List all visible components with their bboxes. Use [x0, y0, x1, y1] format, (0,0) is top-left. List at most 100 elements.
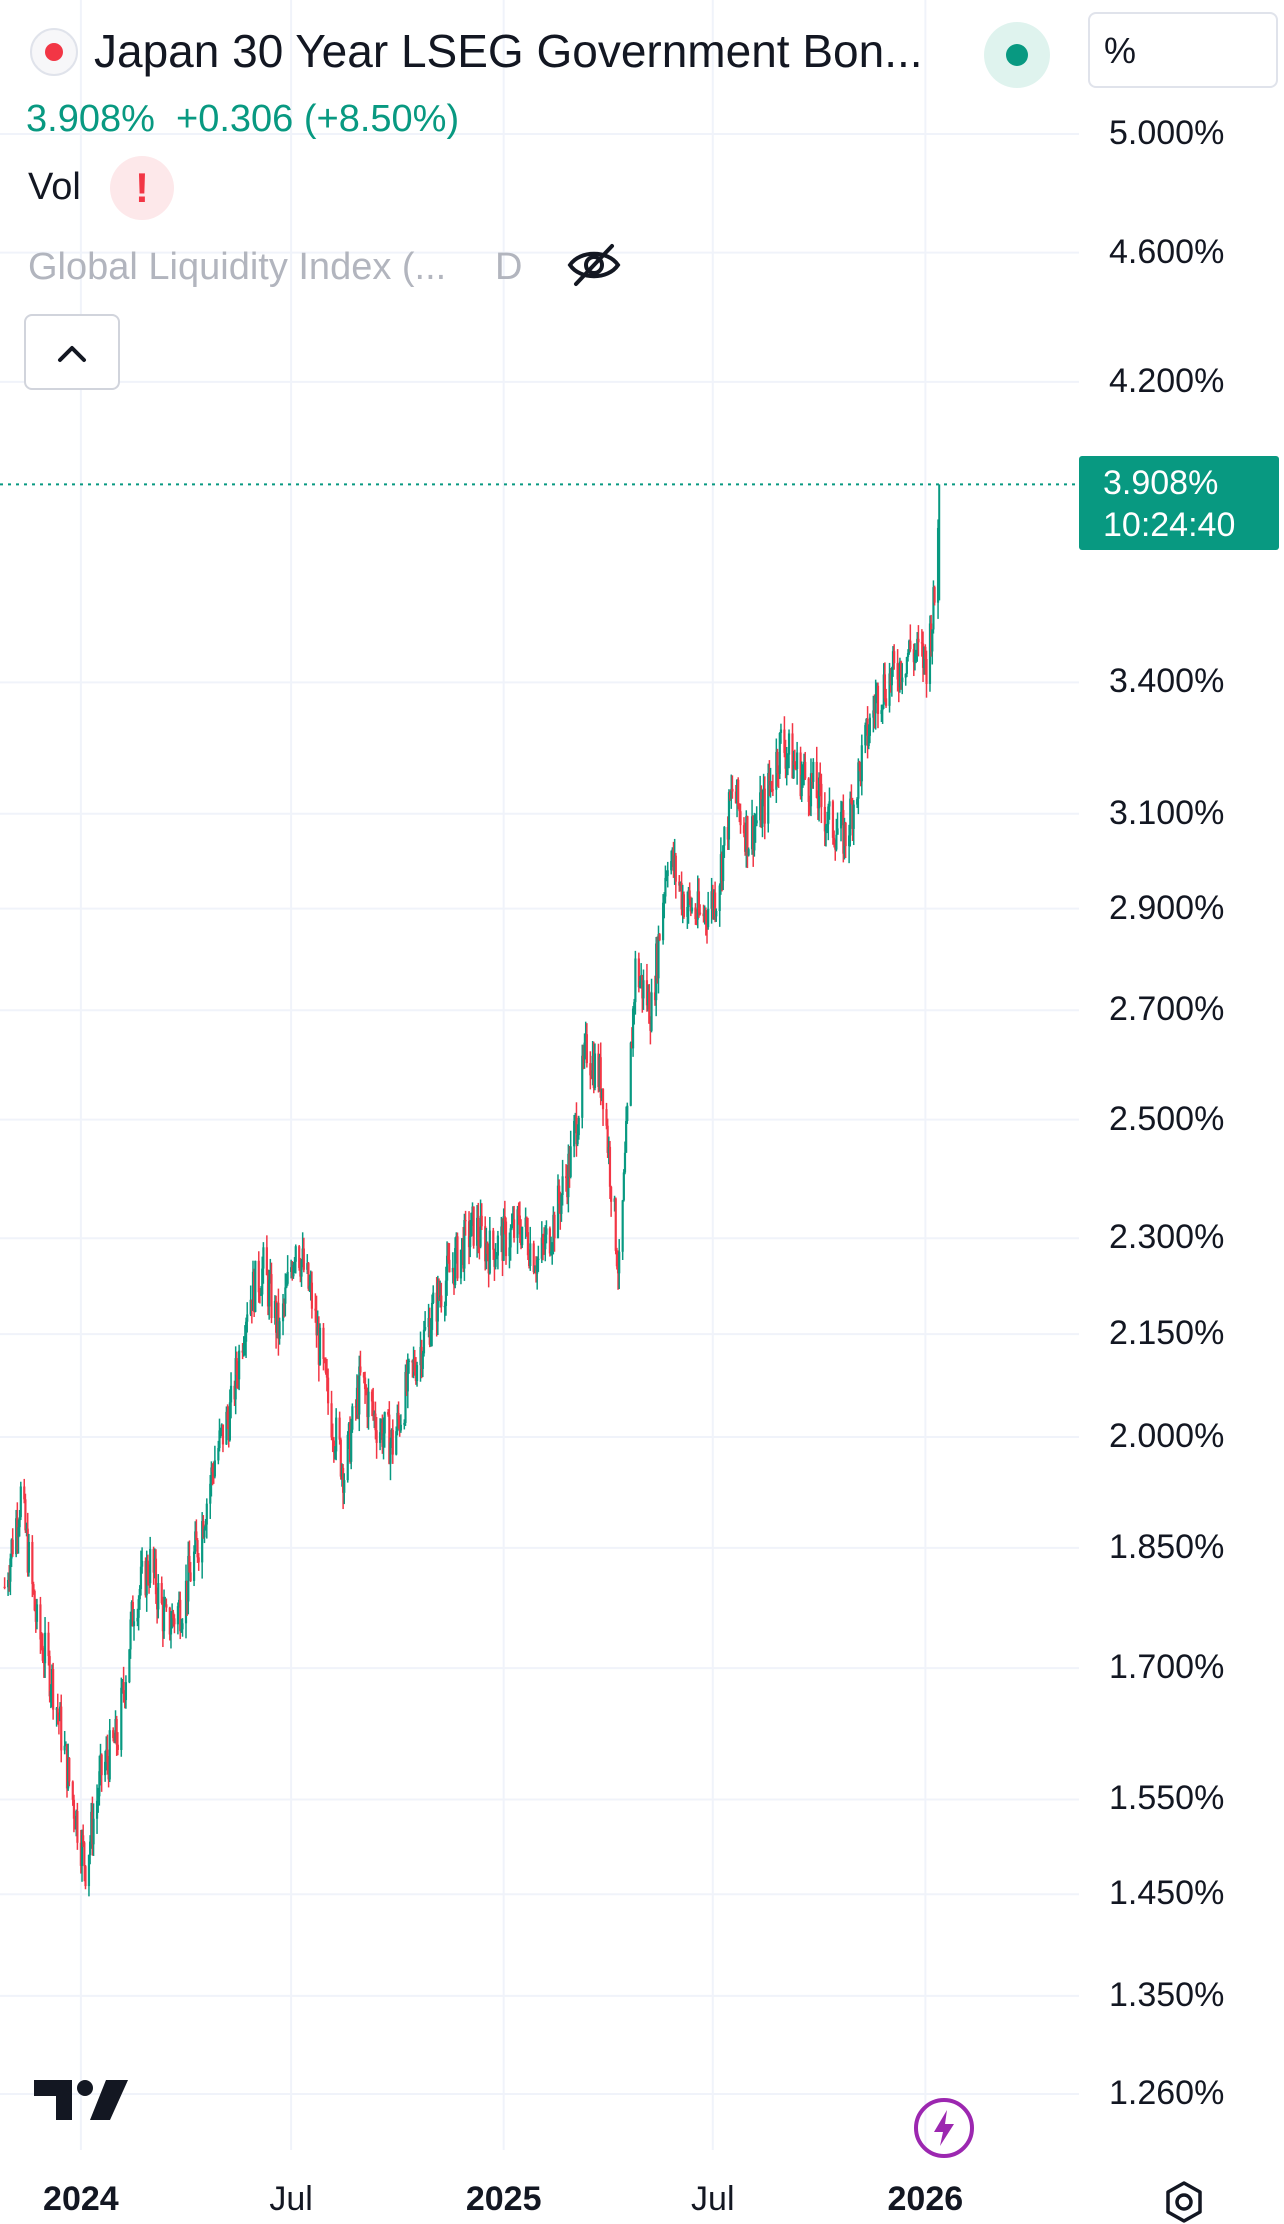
candle: [569, 1130, 572, 1179]
candle: [745, 810, 748, 868]
candle: [220, 1423, 223, 1437]
candle: [769, 767, 772, 798]
candle: [192, 1545, 196, 1587]
candle: [372, 1387, 375, 1421]
candle: [533, 1265, 536, 1274]
candle: [696, 875, 699, 929]
candle: [99, 1743, 102, 1786]
candle: [48, 1650, 51, 1703]
candle: [228, 1389, 231, 1442]
candle: [165, 1598, 168, 1612]
candle: [694, 903, 697, 925]
candle: [486, 1241, 489, 1262]
candle: [380, 1418, 383, 1440]
candle: [188, 1540, 191, 1573]
candle: [84, 1865, 87, 1890]
candle: [350, 1418, 353, 1470]
candle: [55, 1706, 58, 1727]
candle: [590, 1070, 593, 1080]
flash-icon[interactable]: [912, 2096, 976, 2160]
candle: [916, 632, 919, 662]
indicator-name[interactable]: Global Liquidity Index (...: [28, 246, 447, 288]
symbol-title[interactable]: Japan 30 Year LSEG Government Bon...: [94, 25, 923, 77]
candle: [889, 667, 892, 693]
x-tick-label: 2026: [887, 2180, 964, 2218]
candle: [333, 1446, 337, 1460]
candle: [201, 1512, 204, 1579]
candle: [762, 773, 765, 807]
candle: [476, 1205, 479, 1258]
candle: [540, 1221, 543, 1263]
candle: [18, 1510, 21, 1537]
candle: [880, 704, 883, 723]
candle: [681, 884, 684, 924]
candle: [705, 910, 709, 944]
candle: [610, 1185, 613, 1217]
candle: [718, 883, 721, 927]
candle: [424, 1311, 427, 1332]
candle: [56, 1693, 59, 1725]
candle: [258, 1287, 262, 1304]
candle: [235, 1351, 238, 1389]
live-status-icon[interactable]: [984, 22, 1050, 88]
market-status-icon[interactable]: [30, 28, 78, 76]
candle: [574, 1112, 577, 1134]
candle: [754, 813, 757, 843]
settings-icon[interactable]: [1162, 2180, 1206, 2224]
candle: [592, 1041, 595, 1094]
candle: [340, 1463, 344, 1487]
candle: [495, 1252, 498, 1260]
candle: [405, 1359, 408, 1397]
candle: [575, 1102, 578, 1157]
candle: [415, 1361, 419, 1387]
candle: [286, 1255, 289, 1286]
candle: [153, 1548, 156, 1579]
volume-indicator-label[interactable]: Vol: [28, 166, 81, 208]
candle: [225, 1406, 228, 1445]
candle: [768, 760, 771, 797]
candle: [128, 1648, 131, 1684]
tradingview-logo-icon[interactable]: [34, 2076, 128, 2124]
eye-off-icon[interactable]: [566, 240, 622, 290]
candle: [811, 772, 814, 789]
candle: [10, 1538, 13, 1568]
candle: [177, 1591, 181, 1608]
candle: [608, 1140, 612, 1200]
collapse-legend-button[interactable]: [24, 314, 120, 390]
warning-icon[interactable]: !: [110, 156, 174, 220]
candle: [864, 722, 867, 754]
candle: [874, 679, 877, 730]
candle: [702, 904, 705, 923]
candle: [34, 1598, 37, 1633]
candle: [262, 1242, 265, 1284]
candle: [567, 1144, 570, 1213]
candle: [735, 779, 739, 818]
candle: [890, 666, 893, 697]
candle: [767, 763, 770, 833]
candle: [72, 1794, 76, 1833]
candle: [112, 1727, 115, 1742]
candle: [67, 1743, 70, 1791]
candle: [734, 784, 737, 804]
candle: [291, 1261, 294, 1281]
candle: [266, 1269, 270, 1316]
candle: [583, 1033, 586, 1069]
y-tick-label: 2.000%: [1109, 1416, 1225, 1455]
candle: [585, 1023, 588, 1068]
candle: [146, 1554, 149, 1586]
candle: [852, 800, 855, 846]
candle: [318, 1323, 322, 1366]
candle: [43, 1617, 47, 1678]
candle: [460, 1237, 464, 1265]
candle: [389, 1437, 392, 1481]
candle: [301, 1232, 304, 1268]
unit-button[interactable]: %: [1088, 12, 1278, 88]
candle: [503, 1200, 506, 1235]
candle: [904, 673, 907, 686]
candle: [859, 761, 862, 787]
candle: [71, 1780, 74, 1806]
candle: [3, 1577, 6, 1590]
candle: [888, 662, 891, 713]
candle: [226, 1404, 229, 1430]
